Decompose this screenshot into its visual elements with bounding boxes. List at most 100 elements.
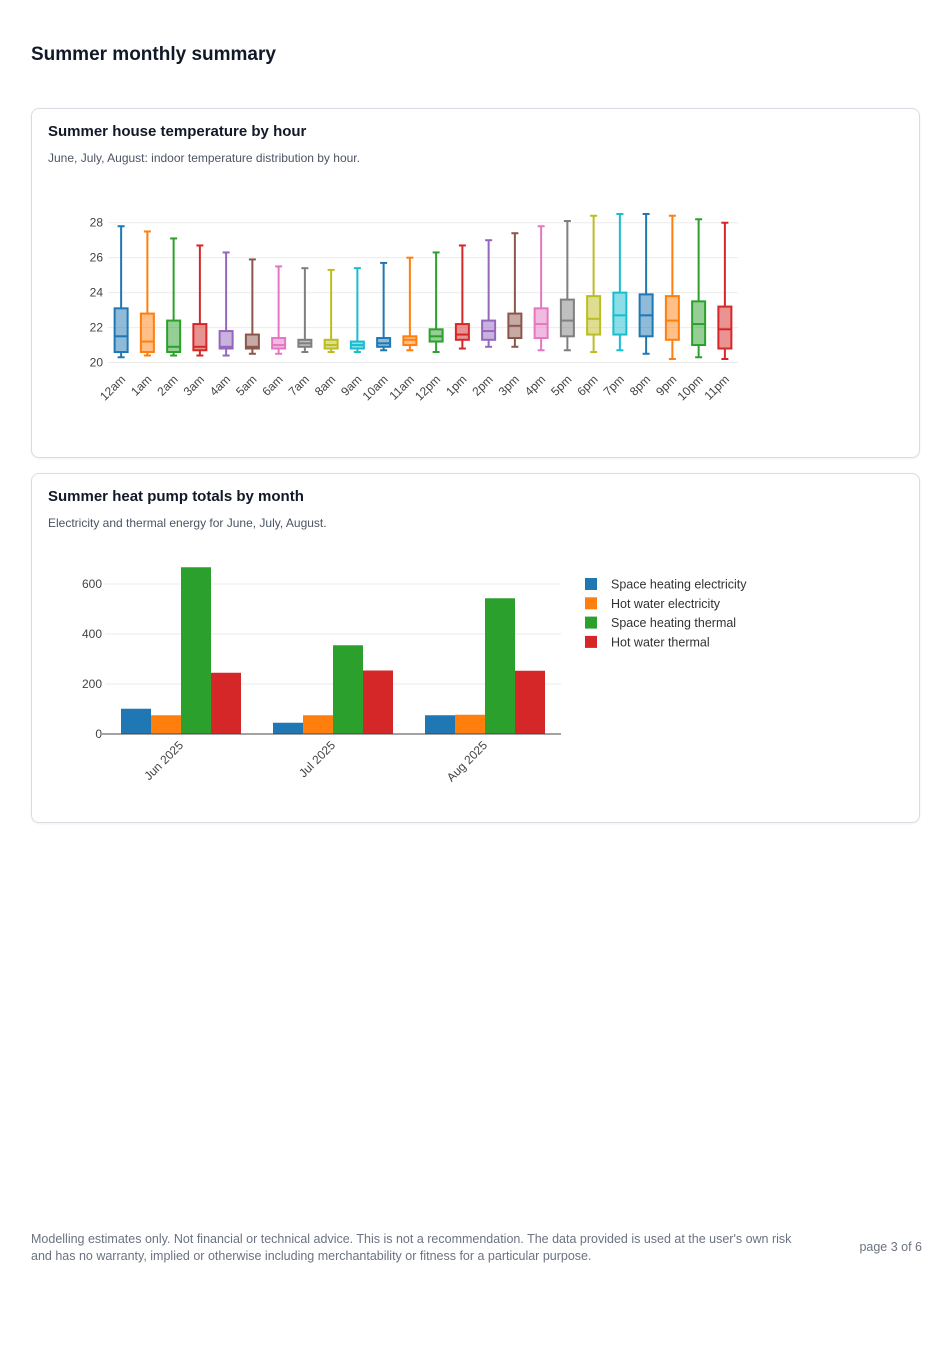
x-tick-label: Jun 2025 bbox=[141, 738, 186, 783]
x-tick-label: 6am bbox=[259, 372, 285, 398]
iqr-box bbox=[139, 312, 155, 354]
heat-pump-chart-card: Summer heat pump totals by month Electri… bbox=[31, 473, 920, 823]
legend-label: Space heating electricity bbox=[611, 578, 747, 592]
x-tick-label: Jul 2025 bbox=[296, 738, 338, 780]
box-1am bbox=[139, 230, 155, 357]
box-9pm bbox=[664, 214, 680, 361]
box-2am bbox=[166, 237, 182, 357]
x-tick-label: 4pm bbox=[522, 372, 548, 398]
box-10am bbox=[376, 261, 392, 352]
box-8am bbox=[323, 268, 339, 354]
box-4am bbox=[218, 251, 234, 357]
x-tick-label: 2am bbox=[154, 372, 180, 398]
iqr-box bbox=[244, 333, 260, 350]
iqr-box bbox=[559, 298, 575, 338]
bar-Aug 2025-Space heating electricity bbox=[425, 715, 455, 734]
disclaimer-text: Modelling estimates only. Not financial … bbox=[31, 1232, 792, 1263]
box-3pm bbox=[507, 232, 523, 348]
box-8pm bbox=[638, 213, 654, 355]
iqr-box bbox=[664, 295, 680, 341]
y-tick-label: 22 bbox=[90, 321, 104, 335]
x-tick-label: 6pm bbox=[574, 372, 600, 398]
box-6pm bbox=[586, 214, 602, 354]
x-tick-label: Aug 2025 bbox=[444, 738, 490, 784]
x-tick-label: 5pm bbox=[548, 372, 574, 398]
box-7am bbox=[297, 267, 313, 354]
bar-Jul 2025-Space heating electricity bbox=[273, 722, 303, 734]
bar-Jul 2025-Space heating thermal bbox=[333, 645, 363, 734]
box-3am bbox=[192, 244, 208, 357]
x-tick-label: 3pm bbox=[496, 372, 522, 398]
x-tick-label: 8pm bbox=[627, 372, 653, 398]
box-9am bbox=[349, 267, 365, 354]
y-tick-label: 600 bbox=[82, 577, 102, 591]
legend-swatch bbox=[585, 616, 597, 629]
card-title: Summer heat pump totals by month bbox=[48, 488, 304, 505]
page-title: Summer monthly summary bbox=[31, 44, 276, 65]
box-11am bbox=[402, 256, 418, 352]
bar-Aug 2025-Hot water thermal bbox=[515, 670, 545, 734]
iqr-box bbox=[192, 323, 208, 352]
box-1pm bbox=[454, 244, 470, 350]
x-tick-label: 12am bbox=[97, 372, 128, 403]
box-5pm bbox=[559, 219, 575, 352]
x-tick-label: 1am bbox=[128, 372, 154, 398]
x-tick-label: 7am bbox=[286, 372, 312, 398]
y-tick-label: 28 bbox=[90, 216, 104, 230]
iqr-box bbox=[454, 323, 470, 341]
temperature-chart-card: Summer house temperature by hour June, J… bbox=[31, 108, 920, 458]
x-tick-label: 3am bbox=[181, 372, 207, 398]
x-tick-label: 12pm bbox=[412, 372, 443, 403]
y-tick-label: 400 bbox=[82, 627, 102, 641]
bar-Jun 2025-Space heating thermal bbox=[181, 567, 211, 734]
x-tick-label: 7pm bbox=[601, 372, 627, 398]
x-tick-label: 11pm bbox=[701, 372, 732, 403]
x-tick-label: 2pm bbox=[469, 372, 495, 398]
legend-swatch bbox=[585, 635, 597, 648]
iqr-box bbox=[271, 337, 287, 350]
box-5am bbox=[244, 258, 260, 355]
box-12am bbox=[113, 225, 129, 359]
legend-label: Hot water electricity bbox=[611, 597, 721, 611]
iqr-box bbox=[717, 305, 733, 350]
box-4pm bbox=[533, 225, 549, 352]
bar-Aug 2025-Space heating thermal bbox=[485, 598, 515, 734]
x-tick-label: 5am bbox=[233, 372, 259, 398]
legend-swatch bbox=[585, 597, 597, 610]
x-tick-label: 10am bbox=[360, 372, 391, 403]
bar-Jun 2025-Hot water thermal bbox=[211, 672, 241, 734]
iqr-box bbox=[113, 307, 129, 354]
bar-Jun 2025-Space heating electricity bbox=[121, 708, 151, 734]
card-subtitle: June, July, August: indoor temperature d… bbox=[48, 151, 360, 165]
iqr-box bbox=[218, 330, 234, 350]
x-tick-label: 8am bbox=[312, 372, 338, 398]
box-10pm bbox=[691, 218, 707, 359]
card-title: Summer house temperature by hour bbox=[48, 123, 307, 140]
page-number: page 3 of 6 bbox=[859, 1240, 922, 1254]
box-11pm bbox=[717, 221, 733, 361]
y-tick-label: 24 bbox=[90, 286, 104, 300]
y-tick-label: 20 bbox=[90, 356, 104, 370]
bar-Jul 2025-Hot water electricity bbox=[303, 715, 333, 734]
y-tick-label: 0 bbox=[95, 727, 102, 741]
y-tick-label: 200 bbox=[82, 677, 102, 691]
iqr-box bbox=[166, 319, 182, 354]
box-6am bbox=[271, 265, 287, 355]
card-subtitle: Electricity and thermal energy for June,… bbox=[48, 516, 327, 530]
iqr-box bbox=[612, 291, 628, 336]
bar-Aug 2025-Hot water electricity bbox=[455, 714, 485, 734]
legend-swatch bbox=[585, 578, 597, 590]
bar-Jul 2025-Hot water thermal bbox=[363, 670, 393, 734]
box-12pm bbox=[428, 251, 444, 354]
y-tick-label: 26 bbox=[90, 251, 104, 265]
heat-pump-bar-chart: 0 200 400 600 Jun 2025 Jul 2025 Aug 2025 Space … bbox=[82, 567, 747, 784]
box-7pm bbox=[612, 213, 628, 352]
x-tick-label: 4am bbox=[207, 372, 233, 398]
box-2pm bbox=[481, 239, 497, 348]
x-tick-label: 1pm bbox=[443, 372, 469, 398]
legend-label: Space heating thermal bbox=[611, 616, 736, 630]
x-tick-label: 11am bbox=[386, 372, 417, 403]
iqr-box bbox=[586, 295, 602, 336]
x-tick-label: 10pm bbox=[675, 372, 706, 403]
bar-Jun 2025-Hot water electricity bbox=[151, 715, 181, 734]
